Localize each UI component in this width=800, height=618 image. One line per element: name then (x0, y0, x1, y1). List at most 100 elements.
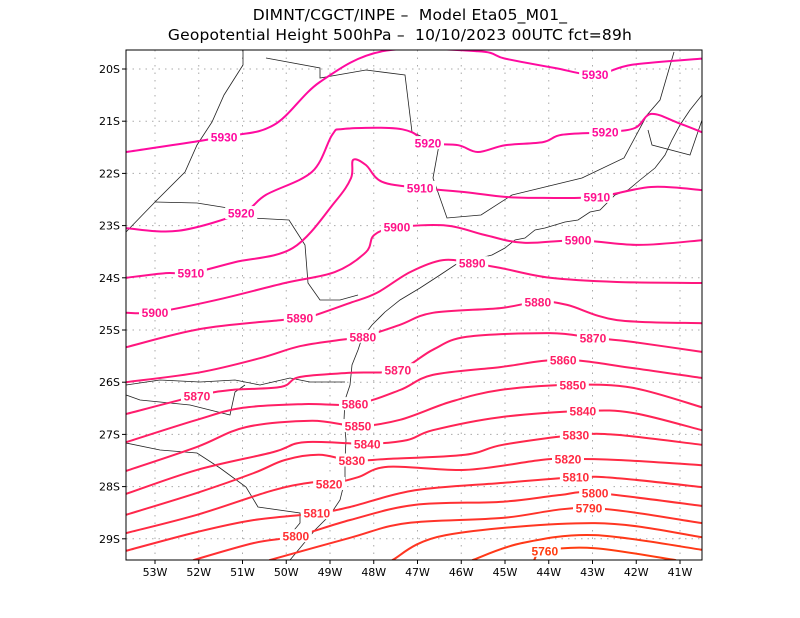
contour-label-background (404, 181, 437, 195)
contour-label: 5790 (576, 502, 603, 516)
contour-5880 (126, 300, 702, 384)
contour-label-background (338, 397, 371, 411)
contour-label-background (579, 485, 612, 499)
plot-frame (125, 49, 703, 561)
contour-label-background (208, 129, 241, 143)
x-tick-label: 51W (230, 566, 255, 579)
contour-label: 5900 (384, 221, 411, 235)
contour-label-background (225, 206, 258, 220)
contour-label: 5850 (559, 378, 586, 392)
contour-label: 5910 (584, 190, 611, 204)
x-tick-label: 50W (274, 566, 299, 579)
y-tick-label: 27S (99, 428, 120, 441)
contour-5890 (126, 258, 702, 349)
x-tick-label: 41W (668, 566, 693, 579)
state-border-pr-sc (126, 377, 345, 386)
x-tick-label: 53W (143, 566, 168, 579)
contour-label-background (300, 506, 333, 520)
y-tick-label: 25S (99, 324, 120, 337)
contour-label: 5910 (407, 182, 434, 196)
y-tick-label: 29S (99, 533, 120, 546)
y-tick-label: 20S (99, 63, 120, 76)
contour-5800 (192, 491, 702, 560)
contour-label: 5870 (384, 364, 411, 378)
contour-label: 5880 (349, 330, 376, 344)
contour-label: 5820 (555, 452, 582, 466)
contour-label-background (139, 305, 171, 319)
contour-label-background (552, 451, 584, 465)
y-tick-label: 28S (99, 481, 120, 494)
axis-ticks: 53W 52W 51W 50W 49W 48W 47W 46W 45W 44W 43W 42W 41W 2… (99, 63, 693, 579)
contour-label: 5930 (211, 130, 238, 144)
contour-label: 5810 (304, 507, 331, 521)
y-tick-label: 26S (99, 376, 120, 389)
contour-5790 (268, 506, 702, 560)
contour-label-background (412, 136, 444, 150)
contour-label: 5920 (415, 137, 442, 151)
contour-label: 5800 (283, 530, 310, 544)
contour-label-background (521, 294, 554, 308)
contour-label-background (381, 363, 414, 377)
contour-label: 5760 (531, 544, 558, 558)
x-tick-label: 47W (405, 566, 430, 579)
contour-label-background (528, 543, 561, 557)
contour-label: 5840 (354, 437, 381, 451)
contour-label-background (279, 529, 312, 543)
x-tick-label: 46W (449, 566, 474, 579)
contour-5830 (126, 432, 702, 516)
contour-label: 5800 (582, 486, 609, 500)
x-tick-label: 43W (580, 566, 605, 579)
contour-label: 5870 (580, 331, 607, 345)
contour-label-background (351, 436, 384, 450)
contour-label-background (181, 388, 213, 402)
contour-label: 5870 (184, 389, 211, 403)
chart-title-line-1: DIMNT/CGCT/INPE – Model Eta05_M01_ (252, 6, 568, 24)
contour-5810 (126, 475, 702, 552)
contour-label: 5860 (550, 353, 577, 367)
contour-label-background (174, 266, 207, 280)
contour-5870 (126, 332, 702, 415)
contour-label-background (580, 189, 613, 203)
contour-label: 5850 (345, 420, 372, 434)
x-tick-label: 52W (186, 566, 211, 579)
contour-5770 (471, 533, 702, 560)
y-tick-label: 21S (99, 115, 120, 128)
contour-label-background (556, 377, 589, 391)
border-brazil-argentina (126, 384, 246, 416)
contour-5860 (126, 358, 702, 444)
y-tick-label: 22S (99, 167, 120, 180)
contour-5840 (126, 409, 702, 495)
contour-5780 (391, 522, 702, 560)
contour-label: 5820 (316, 477, 343, 491)
contour-label: 5890 (459, 257, 486, 271)
x-tick-label: 49W (318, 566, 343, 579)
state-border-ms-sp (126, 50, 244, 233)
contour-5910 (126, 158, 702, 279)
contour-label-background (313, 476, 346, 490)
chart-title-line-2: Geopotential Height 500hPa – 10/10/2023 … (167, 26, 633, 44)
contour-label: 5830 (563, 428, 590, 442)
x-tick-label: 45W (493, 566, 518, 579)
contour-label-background (559, 427, 592, 441)
x-tick-label: 48W (361, 566, 386, 579)
contour-label: 5810 (563, 471, 590, 485)
contour-label-background (579, 67, 612, 81)
state-border-sp-pr (154, 201, 359, 301)
contour-label: 5880 (524, 295, 551, 309)
contour-5850 (126, 383, 702, 472)
contour-label-background (589, 125, 622, 139)
contour-label: 5930 (582, 68, 609, 82)
contour-label-background (342, 419, 374, 433)
contour-label: 5840 (570, 404, 597, 418)
contour-labels: 5930 5930 5920 5920 5920 5910 5910 5910 5900 5900… (139, 67, 622, 558)
contour-label-background (547, 352, 580, 366)
contour-label: 5920 (592, 126, 619, 140)
contour-label: 5900 (565, 234, 592, 248)
contour-label-background (283, 310, 316, 324)
contour-label-background (562, 233, 595, 247)
state-border-sc-rs (126, 442, 301, 536)
contour-label: 5920 (228, 207, 255, 221)
x-tick-label: 42W (624, 566, 649, 579)
contour-label: 5830 (339, 454, 366, 468)
contour-label-background (346, 329, 379, 343)
